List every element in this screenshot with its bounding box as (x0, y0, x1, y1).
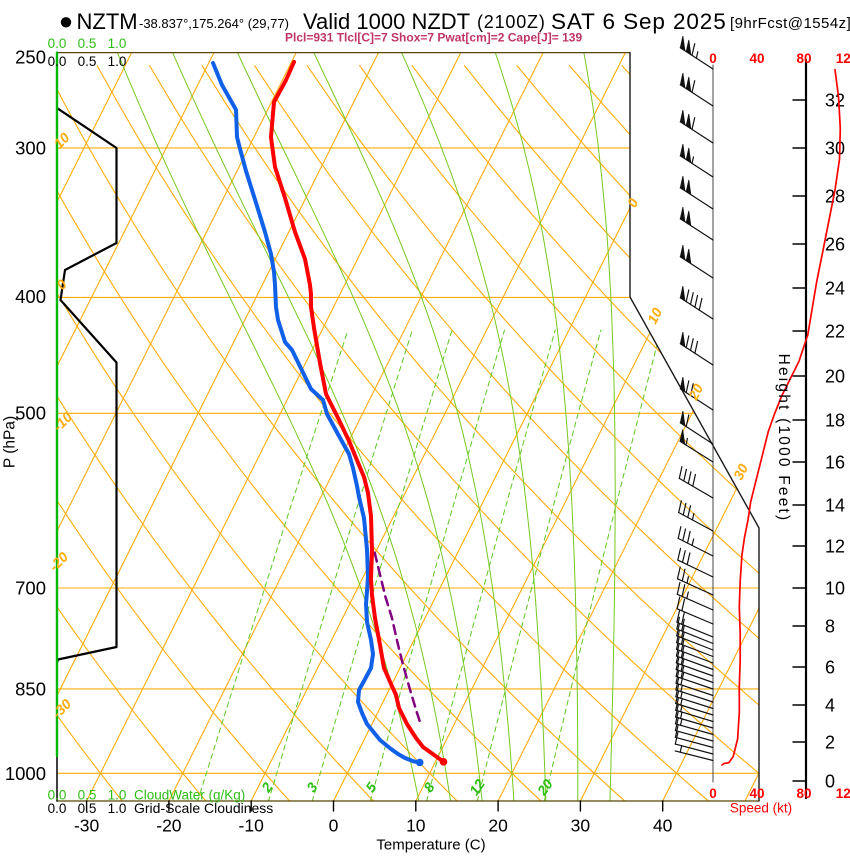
svg-text:40: 40 (749, 786, 764, 801)
svg-text:0.0: 0.0 (48, 788, 67, 803)
svg-text:26: 26 (825, 235, 845, 255)
svg-text:10: 10 (406, 816, 426, 836)
svg-text:Valid 1000 NZDT: Valid 1000 NZDT (303, 9, 470, 34)
svg-text:[9hrFcst@1554z]: [9hrFcst@1554z] (730, 15, 850, 32)
svg-text:500: 500 (15, 403, 46, 424)
svg-text:-10: -10 (239, 816, 265, 836)
svg-text:120: 120 (836, 786, 850, 801)
svg-text:20: 20 (684, 381, 706, 403)
svg-text:8: 8 (825, 617, 835, 637)
svg-text:700: 700 (15, 578, 46, 599)
svg-text:24: 24 (825, 279, 845, 299)
svg-text:1.0: 1.0 (108, 801, 127, 816)
svg-text:0.0: 0.0 (48, 54, 67, 69)
svg-text:0: 0 (825, 772, 835, 792)
svg-text:Plcl=931 Tlcl[C]=7 Shox=7 Pwat: Plcl=931 Tlcl[C]=7 Shox=7 Pwat[cm]=2 Cap… (285, 31, 582, 45)
svg-text:250: 250 (15, 47, 46, 68)
svg-text:80: 80 (796, 51, 811, 66)
svg-text:Speed (kt): Speed (kt) (730, 801, 792, 816)
svg-text:0.5: 0.5 (78, 801, 97, 816)
svg-text:1.0: 1.0 (108, 36, 127, 51)
svg-text:0: 0 (709, 51, 717, 66)
svg-text:NZTM: NZTM (77, 9, 138, 34)
svg-text:300: 300 (15, 138, 46, 159)
svg-text:32: 32 (825, 91, 845, 111)
svg-text:(2100Z): (2100Z) (477, 12, 546, 32)
svg-text:30: 30 (825, 139, 845, 159)
svg-text:10: 10 (825, 579, 845, 599)
svg-text:0: 0 (329, 816, 339, 836)
svg-text:0.0: 0.0 (48, 801, 67, 816)
svg-text:P (hPa): P (hPa) (2, 416, 19, 468)
svg-text:18: 18 (825, 411, 845, 431)
svg-text:22: 22 (825, 322, 845, 342)
svg-text:6: 6 (825, 658, 835, 678)
svg-text:16: 16 (825, 453, 845, 473)
svg-text:0.5: 0.5 (78, 788, 97, 803)
svg-text:120: 120 (836, 51, 850, 66)
svg-text:20: 20 (488, 816, 508, 836)
svg-text:CloudWater (g/Kg): CloudWater (g/Kg) (134, 788, 245, 803)
svg-text:1.0: 1.0 (108, 788, 127, 803)
svg-text:14: 14 (825, 496, 845, 516)
svg-text:-30: -30 (74, 816, 100, 836)
svg-text:10: 10 (644, 305, 665, 326)
svg-text:30: 30 (730, 461, 751, 482)
svg-text:40: 40 (749, 51, 764, 66)
svg-text:1.0: 1.0 (108, 54, 127, 69)
svg-text:0: 0 (709, 786, 717, 801)
svg-text:0.5: 0.5 (78, 36, 97, 51)
svg-text:80: 80 (796, 786, 811, 801)
svg-text:0.5: 0.5 (78, 54, 97, 69)
svg-text:1000: 1000 (5, 763, 46, 784)
svg-text:850: 850 (15, 679, 46, 700)
svg-text:Temperature (C): Temperature (C) (376, 837, 485, 854)
svg-text:Height (1000 Feet): Height (1000 Feet) (775, 354, 792, 523)
svg-text:40: 40 (653, 816, 673, 836)
svg-text:-20: -20 (156, 816, 182, 836)
svg-text:30: 30 (571, 816, 591, 836)
svg-text:20: 20 (533, 776, 556, 799)
svg-text:SAT 6 Sep 2025: SAT 6 Sep 2025 (551, 9, 727, 34)
svg-text:4: 4 (825, 696, 835, 716)
svg-text:-38.837°,175.264° (29,77): -38.837°,175.264° (29,77) (139, 16, 289, 31)
svg-text:28: 28 (825, 187, 845, 207)
svg-text:0.0: 0.0 (48, 36, 67, 51)
svg-text:12: 12 (825, 537, 845, 557)
svg-text:2: 2 (825, 733, 835, 753)
svg-text:400: 400 (15, 286, 46, 307)
svg-text:Grid-Scale Cloudiness: Grid-Scale Cloudiness (134, 800, 273, 816)
svg-text:20: 20 (825, 367, 845, 387)
